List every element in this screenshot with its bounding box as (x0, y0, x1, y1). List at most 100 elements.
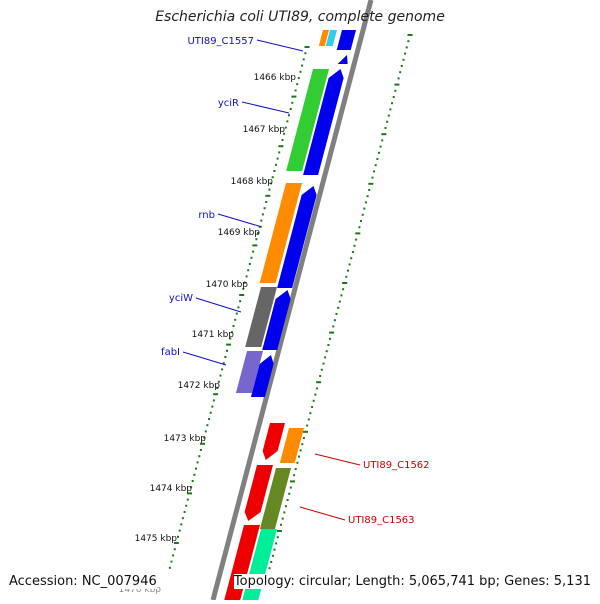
scale-left-dot (261, 213, 264, 216)
gene-label-UTI89_C1563: UTI89_C1563 (348, 515, 415, 526)
scale-right-dot (340, 294, 343, 297)
scale-right-dot (342, 282, 348, 284)
scale-left-dot (173, 542, 179, 544)
scale-left-dot (301, 64, 304, 67)
leader-rnb (217, 213, 263, 228)
tick-label-1469: 1469 kbp (218, 228, 261, 238)
scale-right-dot (386, 120, 389, 123)
scale-right-dot (335, 313, 338, 315)
map-title: Escherichia coli UTI89, complete genome (155, 9, 445, 25)
scale-left-dot (185, 504, 188, 507)
scale-left-dot (177, 535, 179, 538)
scale-left-dot (208, 418, 211, 420)
scale-left-dot (235, 312, 238, 315)
scale-left-dot (204, 430, 207, 433)
scale-left-dot (244, 281, 246, 284)
gene-yciR-blue (303, 69, 344, 175)
gene-fabI-blue (250, 355, 274, 397)
scale-right-dot (387, 114, 390, 117)
scale-left-dot (268, 188, 271, 191)
scale-left-dot (213, 393, 219, 396)
scale-right-dot (324, 356, 327, 359)
scale-right-dot (348, 263, 351, 266)
gene-yciR-green (286, 69, 329, 171)
scale-right-dot (353, 244, 356, 247)
scale-right-dot (329, 331, 335, 334)
topology-text: Topology: circular; Length: 5,065,741 bp… (233, 574, 591, 589)
scale-left-dot (289, 108, 292, 110)
scale-right-dot (338, 300, 341, 303)
scale-right-dot (405, 46, 408, 49)
scale-left-dot (237, 306, 240, 309)
scale-left-dot (200, 442, 205, 445)
scale-left-dot (265, 201, 268, 203)
tick-label-1475: 1475 kbp (135, 534, 178, 544)
scale-right-dot (379, 145, 382, 148)
scale-right-dot (309, 412, 312, 415)
tick-label-1471: 1471 kbp (192, 330, 235, 340)
leader-fabI (182, 351, 227, 366)
scale-left-dot (196, 461, 199, 464)
scale-left-dot (281, 139, 284, 141)
scale-left-dot (206, 424, 209, 427)
scale-left-dot (299, 70, 302, 73)
scale-left-dot (168, 566, 171, 569)
scale-left-dot (170, 560, 173, 563)
scale-left-dot (304, 52, 307, 55)
scale-left-dot (263, 207, 266, 210)
scale-right-dot (394, 83, 400, 86)
scale-left-dot (186, 498, 189, 501)
scale-left-dot (180, 523, 183, 526)
scale-right-dot (399, 71, 402, 74)
tick-label-1472: 1472 kbp (178, 381, 221, 391)
scale-right-dot (345, 275, 348, 278)
scale-right-dot (276, 530, 282, 532)
scale-left-dot (190, 486, 193, 489)
scale-left-dot (291, 95, 297, 98)
scale-right-dot (283, 511, 286, 514)
scale-right-dot (371, 176, 374, 179)
scale-right-dot (374, 164, 377, 167)
tick-label-1467: 1467 kbp (243, 125, 286, 135)
scale-right-dot (302, 437, 305, 439)
scale-left-dot (230, 331, 233, 334)
scale-left-dot (209, 411, 212, 414)
gene-red-2 (244, 465, 273, 521)
scale-right-dot (407, 40, 410, 43)
gene-fabI-lavender (235, 351, 263, 393)
scale-left-dot (276, 157, 279, 160)
scale-left-dot (217, 380, 220, 383)
scale-right-dot (276, 536, 279, 539)
scale-right-dot (381, 133, 387, 136)
scale-right-dot (364, 201, 367, 204)
scale-left-dot (221, 368, 224, 371)
scale-right-dot (299, 449, 302, 452)
scale-left-dot (232, 325, 235, 327)
gene-label-rnb: rnb (198, 210, 215, 221)
scale-left-dot (211, 405, 214, 408)
scale-left-dot (255, 238, 258, 241)
scale-right-dot (333, 319, 336, 322)
scale-right-dot (358, 226, 361, 229)
gene-UTI89_C1562-orange (279, 428, 304, 463)
leader-UTI89_C1563 (299, 506, 346, 521)
scale-right-dot (312, 399, 315, 402)
gene-rnb-blue (277, 186, 317, 288)
gene-orange-top (318, 30, 329, 46)
gene-features (224, 30, 356, 600)
scale-right-dot (315, 387, 318, 390)
scale-right-dot (373, 170, 376, 173)
scale-left-dot (191, 480, 194, 482)
scale-left-dot (242, 287, 245, 290)
scale-right-dot (407, 34, 413, 36)
scale-right-dot (319, 375, 322, 377)
scale-left-dot (216, 387, 219, 389)
scale-left-dot (222, 362, 225, 365)
scale-right-dot (281, 517, 284, 520)
gene-label-UTI89_C1557: UTI89_C1557 (187, 36, 254, 47)
scale-left-dot (239, 294, 245, 296)
gene-label-UTI89_C1562: UTI89_C1562 (363, 460, 430, 471)
scale-left-dot (278, 145, 284, 148)
scale-left-dot (247, 269, 250, 272)
scale-left-dot (260, 219, 263, 222)
